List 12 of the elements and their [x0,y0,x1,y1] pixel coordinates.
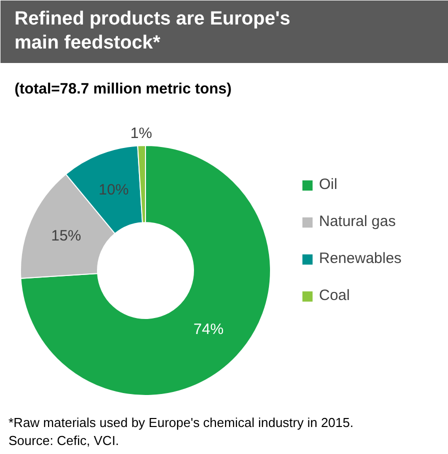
source-note: Source: Cefic, VCI. [8,433,120,448]
data-label: 10% [98,182,129,199]
chart-subtitle: (total=78.7 million metric tons) [14,80,232,98]
chart-title: Refined products are Europe's main feedstock* [14,8,290,54]
legend-label: Renewables [319,250,402,267]
legend-label: Oil [319,176,338,193]
data-label: 1% [130,125,152,142]
text: *Raw materials used by Europe's chemical industry in 2015. [8,415,354,430]
legend-label: Coal [319,287,350,304]
data-label: 15% [51,228,82,245]
data-label: 74% [194,321,224,338]
legend-label: Natural gas [319,213,396,230]
